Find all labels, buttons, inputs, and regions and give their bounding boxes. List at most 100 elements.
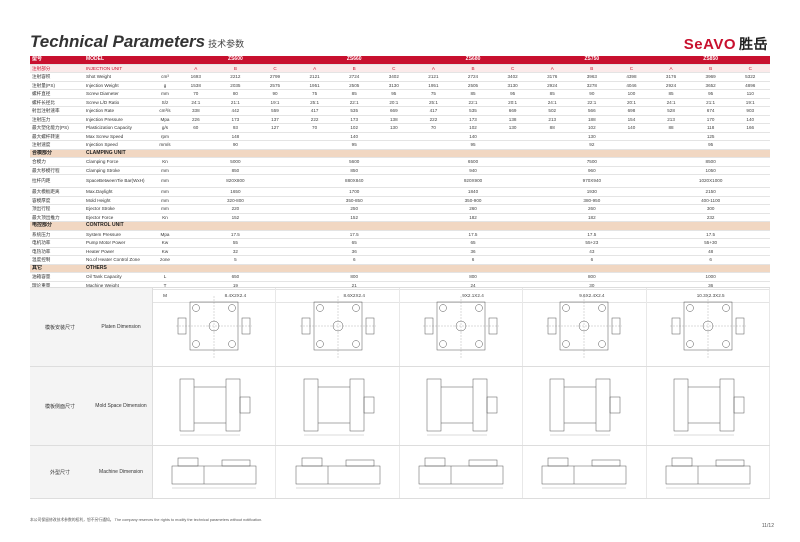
- param-value: 90: [176, 140, 295, 150]
- param-unit: mm: [154, 196, 176, 205]
- param-value: 95: [690, 89, 731, 99]
- param-value: 24:1: [651, 98, 691, 107]
- param-value: 2724: [334, 72, 374, 82]
- param-label-cn: 电机功率: [30, 238, 84, 248]
- platen-drawing: [276, 288, 400, 366]
- param-unit: L: [154, 272, 176, 282]
- param-label: Ejector Stroke: [84, 204, 154, 214]
- drawing-label-cn: 外型尺寸: [30, 446, 90, 498]
- param-value: 102: [572, 123, 612, 133]
- machine-drawing: [523, 446, 647, 498]
- param-unit: rpm: [154, 132, 176, 141]
- param-value: 213: [651, 115, 691, 124]
- param-value: 260: [532, 204, 652, 214]
- param-unit: Kn: [154, 213, 176, 222]
- screw-type-label: B: [572, 64, 612, 73]
- screw-type-label: B: [453, 64, 493, 73]
- section-label-cn: 其它: [30, 264, 84, 273]
- table-row: 系统压力 System Pressure Mpa 17.5 17.5 17.5 17.5 17…: [30, 230, 771, 239]
- mold-drawing: [400, 367, 524, 445]
- page-title: Technical Parameters 技术参数: [30, 32, 244, 52]
- param-label: Injection Weight: [84, 81, 154, 90]
- param-value: 222: [294, 115, 335, 124]
- section-row: 其它 OTHERS: [30, 264, 771, 273]
- param-value: 5322: [730, 72, 771, 82]
- param-unit: cm³/s: [154, 106, 176, 116]
- screw-type-label: B: [690, 64, 731, 73]
- page-title-text: Technical Parameters: [30, 32, 206, 51]
- param-value: 940: [413, 166, 533, 175]
- param-value: 222: [413, 115, 454, 124]
- model-label: MODEL: [84, 56, 154, 65]
- brand-logo: SeAVO 胜岳: [684, 34, 768, 54]
- param-value: 166: [730, 123, 771, 133]
- param-value: 3402: [492, 72, 533, 82]
- param-value: 1693: [176, 72, 216, 82]
- drawing-label: Mold Space Dimension: [90, 367, 153, 445]
- param-value: 154: [611, 115, 652, 124]
- param-value: 85: [334, 89, 374, 99]
- param-value: 1930: [532, 187, 652, 197]
- param-value: 3963: [572, 72, 612, 82]
- param-value: 920X900: [413, 174, 533, 188]
- param-value: 800: [532, 272, 652, 282]
- param-value: 88: [532, 123, 573, 133]
- param-value: 140: [611, 123, 652, 133]
- param-label-cn: 最大塑化能力(PS): [30, 123, 84, 133]
- param-value: 17.5: [176, 230, 295, 239]
- table-row: 螺杆长径比 Screw L/D Ratio S/z 24:1 21:1 19:1 25:1 2…: [30, 98, 771, 107]
- param-unit: zone: [154, 255, 176, 265]
- param-label-cn: 合模力: [30, 157, 84, 167]
- model-label-cn: 型号: [30, 56, 84, 65]
- screw-type-label: A: [294, 64, 335, 73]
- param-value: 182: [413, 213, 533, 222]
- param-label-cn: 注射压力: [30, 115, 84, 124]
- param-label: Screw Diameter: [84, 89, 154, 99]
- param-value: 502: [532, 106, 573, 116]
- param-value: 85: [651, 89, 691, 99]
- param-value: 674: [690, 106, 731, 116]
- param-value: 60: [176, 123, 216, 133]
- param-label: Max Screw Speed: [84, 132, 154, 141]
- param-value: 3176: [651, 72, 691, 82]
- drawing-row: 外型尺寸 Machine Dimension: [30, 446, 771, 499]
- param-value: 22:1: [453, 98, 493, 107]
- footer-note: 本公司保留修改技术参数的权利，恕不另行通知。 The company reser…: [30, 518, 263, 522]
- param-value: 118: [690, 123, 731, 133]
- param-label: Ejector Force: [84, 213, 154, 222]
- param-value: 5: [176, 255, 295, 265]
- param-label-cn: 注射速度: [30, 140, 84, 150]
- param-value: 36: [413, 247, 533, 256]
- param-value: 2575: [255, 81, 295, 90]
- param-value: 6: [651, 255, 771, 265]
- param-value: 960: [532, 166, 652, 175]
- param-unit: Mpa: [154, 230, 176, 239]
- param-value: 650: [176, 272, 295, 282]
- param-value: 137: [255, 115, 295, 124]
- param-value: 2505: [334, 81, 374, 90]
- machine-drawing: [400, 446, 524, 498]
- param-label: Clamping Force: [84, 157, 154, 167]
- param-value: 75: [294, 89, 335, 99]
- param-label: Plasticization Capacity: [84, 123, 154, 133]
- spec-table: 型号 MODEL ZS600 ZS660 ZS680 ZS750 ZS850 注射部分 INJE…: [30, 56, 771, 303]
- param-value: 138: [374, 115, 414, 124]
- screw-type-label: A: [532, 64, 573, 73]
- table-row: 最大移模行程 Clamping Stroke mm 850 850 940 960 1050: [30, 166, 771, 175]
- table-row: 顶出行程 Ejector Stroke mm 220 250 260 260 300: [30, 204, 771, 214]
- param-unit: mm: [154, 166, 176, 175]
- param-value: 2035: [215, 81, 256, 90]
- param-unit: M: [154, 289, 176, 303]
- param-value: 3969: [690, 72, 731, 82]
- param-value: 24:1: [532, 98, 573, 107]
- param-value: 970X940: [532, 174, 652, 188]
- param-value: 70: [413, 123, 454, 133]
- param-label: Mold Height: [84, 196, 154, 205]
- param-value: 90: [255, 89, 295, 99]
- param-label: Shot Weight: [84, 72, 154, 82]
- param-label-cn: 顶出行程: [30, 204, 84, 214]
- screw-type-label: A: [176, 64, 216, 73]
- table-row: 容模厚度 Mold Height mm 320-800 350-850 350-900 38…: [30, 196, 771, 205]
- param-value: 6: [532, 255, 652, 265]
- param-label-cn: 拉杆内距: [30, 174, 84, 188]
